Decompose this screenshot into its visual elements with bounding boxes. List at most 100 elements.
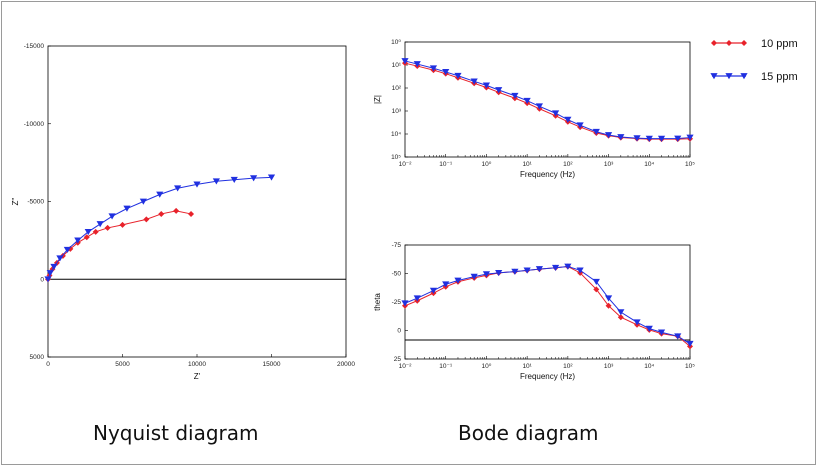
triangle-marker xyxy=(174,185,182,192)
triangle-marker xyxy=(74,237,82,244)
triangle-marker xyxy=(592,278,600,285)
triangle-marker xyxy=(657,135,666,142)
triangle-marker xyxy=(535,266,543,273)
x-tick-label: 10⁵ xyxy=(685,161,695,168)
triangle-marker xyxy=(604,295,613,302)
bode-caption: Bode diagram xyxy=(458,421,599,445)
triangle-marker xyxy=(212,178,220,185)
y-axis-title: theta xyxy=(373,293,382,311)
diamond-marker xyxy=(104,224,111,231)
nyquist-caption: Nyquist diagram xyxy=(93,421,259,445)
triangle-marker xyxy=(454,72,462,80)
nyquist-plot: 0 5000 10000 15000 20000-15000-10000-5000050… xyxy=(11,43,355,381)
triangle-marker xyxy=(617,134,625,141)
triangle-marker xyxy=(429,287,438,294)
triangle-marker xyxy=(633,319,641,326)
series-line xyxy=(404,60,691,140)
y-tick-label: 10⁵ xyxy=(391,154,401,161)
triangle-marker xyxy=(686,340,694,348)
triangle-marker xyxy=(84,228,92,236)
x-tick-label: 15000 xyxy=(262,361,280,368)
triangle-marker xyxy=(523,97,531,104)
series-line xyxy=(404,266,691,347)
x-tick-label: 10⁰ xyxy=(482,161,492,168)
x-tick-label: 10³ xyxy=(604,363,614,370)
bode-phase-plot: 10⁻² 10⁻¹ 10⁰ 10¹ 10² 10³ 10⁴ 10⁵ -75 -50 -25 0 25 Fr… xyxy=(373,242,695,381)
diamond-marker xyxy=(188,210,195,217)
plot-area xyxy=(404,41,691,158)
triangle-marker xyxy=(511,92,519,99)
triangle-marker xyxy=(710,73,718,80)
triangle-marker xyxy=(552,110,560,117)
x-tick-label: 10⁻² xyxy=(399,161,413,168)
diamond-marker xyxy=(158,210,165,217)
triangle-marker xyxy=(156,191,164,198)
triangle-marker xyxy=(230,176,238,183)
triangle-marker xyxy=(139,198,147,205)
series-line xyxy=(47,210,192,280)
y-tick-label: 10⁰ xyxy=(391,39,401,46)
x-tick-label: 10⁻¹ xyxy=(439,161,453,168)
triangle-marker xyxy=(576,122,584,129)
legend: 10 ppm 15 ppm xyxy=(710,38,798,83)
diamond-marker xyxy=(605,302,612,309)
triangle-marker xyxy=(482,82,491,89)
x-tick-label: 10⁻² xyxy=(399,363,413,370)
triangle-marker xyxy=(552,264,560,272)
triangle-marker xyxy=(442,281,450,288)
triangle-marker xyxy=(413,295,421,302)
x-tick-label: 20000 xyxy=(337,361,355,368)
triangle-marker xyxy=(576,267,584,274)
x-tick-label: 10¹ xyxy=(522,363,532,370)
y-tick-label: 25 xyxy=(394,356,402,363)
triangle-marker xyxy=(657,329,666,336)
x-tick-label: 5000 xyxy=(115,361,130,368)
triangle-marker xyxy=(108,213,116,220)
x-tick-label: 10000 xyxy=(188,361,206,368)
triangle-marker xyxy=(123,205,131,212)
triangle-marker xyxy=(645,325,653,332)
triangle-marker xyxy=(193,181,201,188)
triangle-marker xyxy=(470,273,478,280)
y-axis-title: Z'' xyxy=(11,197,20,205)
diamond-marker xyxy=(593,286,600,293)
triangle-marker xyxy=(401,58,409,65)
plot-area xyxy=(404,244,691,360)
x-tick-label: 10¹ xyxy=(522,161,532,168)
x-axis-title: Frequency (Hz) xyxy=(520,170,575,179)
triangle-marker xyxy=(495,87,503,94)
triangle-marker xyxy=(495,269,503,277)
series-line xyxy=(404,266,691,345)
legend-label: 15 ppm xyxy=(761,71,798,83)
triangle-marker xyxy=(674,333,682,340)
plot-area xyxy=(47,45,347,358)
x-tick-label: 10⁻¹ xyxy=(439,363,453,370)
triangle-marker xyxy=(564,263,572,270)
triangle-marker xyxy=(267,174,276,181)
y-tick-label: -10000 xyxy=(24,121,45,128)
triangle-marker xyxy=(470,78,478,85)
triangle-marker xyxy=(482,271,491,278)
triangle-marker xyxy=(604,132,613,139)
y-tick-label: -15000 xyxy=(24,43,45,50)
x-tick-label: 10² xyxy=(563,161,573,168)
triangle-marker xyxy=(63,246,71,253)
triangle-marker xyxy=(429,65,438,72)
triangle-marker xyxy=(617,309,625,316)
triangle-marker xyxy=(44,276,52,283)
x-tick-label: 10⁴ xyxy=(644,161,654,168)
diamond-marker xyxy=(83,234,90,241)
triangle-marker xyxy=(725,73,733,80)
triangle-marker xyxy=(592,128,600,136)
y-tick-label: 5000 xyxy=(30,354,45,361)
triangle-marker xyxy=(633,135,641,142)
triangle-marker xyxy=(442,69,450,76)
x-axis-title: Z' xyxy=(194,372,201,381)
diamond-marker xyxy=(143,216,150,223)
y-tick-label: 10³ xyxy=(392,108,402,115)
y-tick-label: 0 xyxy=(397,328,401,335)
triangle-marker xyxy=(674,135,682,142)
diamond-marker xyxy=(711,40,717,46)
diamond-marker xyxy=(741,40,747,46)
x-tick-label: 10⁰ xyxy=(482,363,492,370)
